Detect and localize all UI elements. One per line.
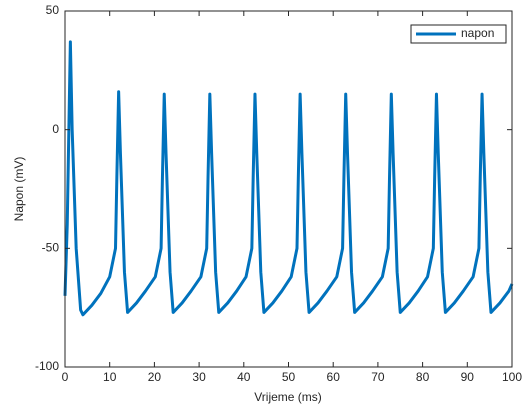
x-tick-label: 100 [502,370,522,384]
legend-box [410,24,507,44]
x-tick-label: 70 [371,370,385,384]
x-axis-label: Vrijeme (ms) [254,390,322,404]
y-tick-label: 0 [52,122,59,136]
x-tick-label: 20 [148,370,162,384]
x-tick-label: 10 [103,370,117,384]
series-line [63,40,514,317]
legend-label: napon [461,26,494,40]
y-tick-label: -100 [35,359,59,373]
x-tick-label: 50 [282,370,296,384]
x-tick-label: 90 [461,370,475,384]
y-tick-label: -50 [42,241,60,255]
y-tick-label: 50 [46,3,60,17]
x-tick-label: 80 [416,370,430,384]
x-tick-label: 60 [327,370,341,384]
x-tick-label: 40 [237,370,251,384]
y-axis-label: Napon (mV) [12,157,26,222]
x-tick-label: 0 [62,370,69,384]
x-tick-label: 30 [192,370,206,384]
plot-area [63,40,514,317]
